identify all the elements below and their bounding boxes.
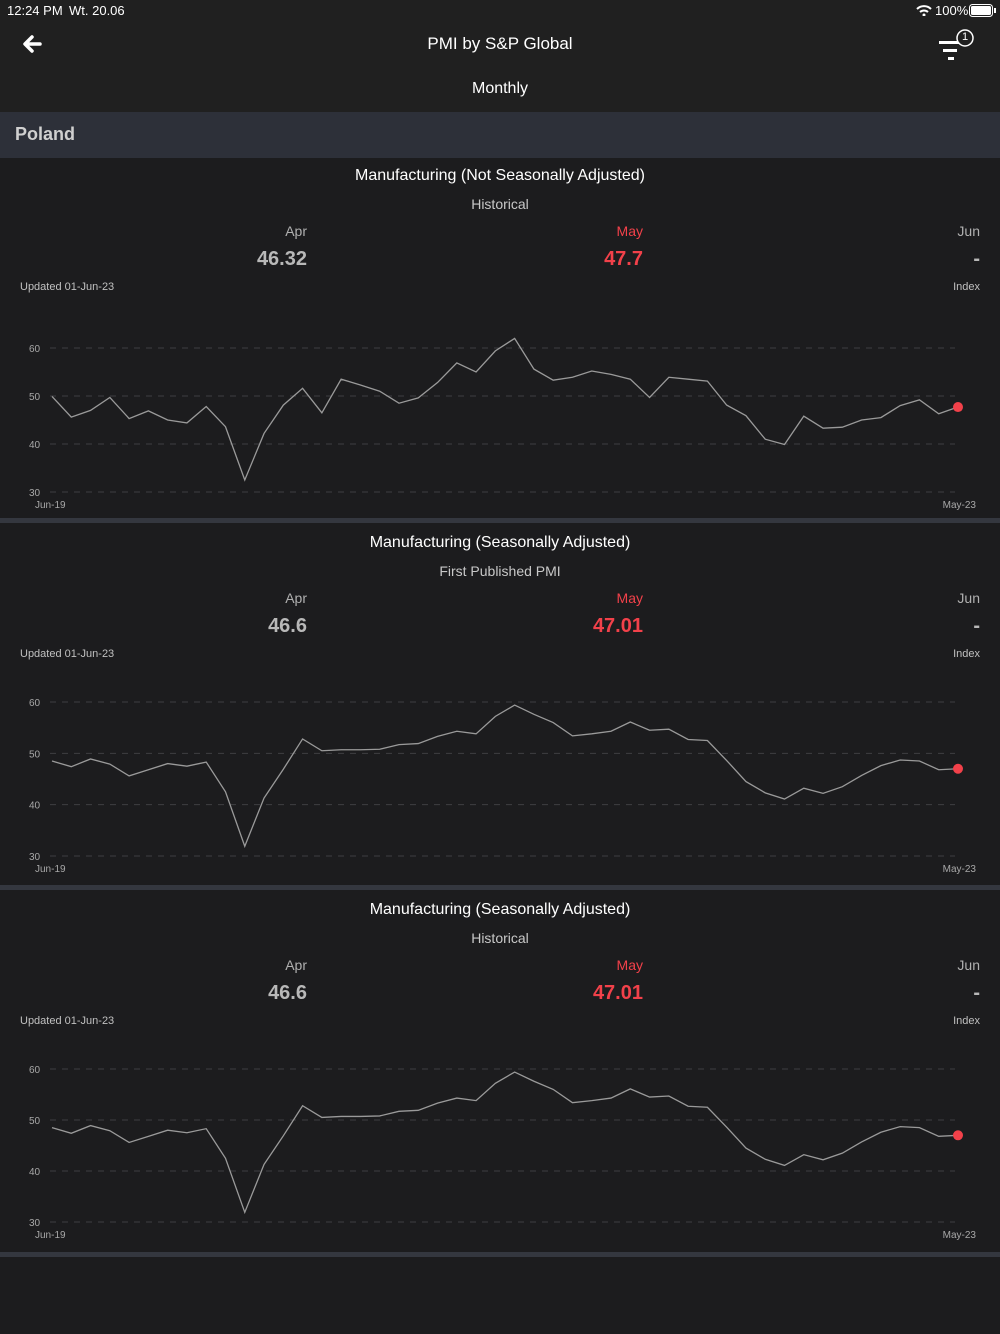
latest-point-marker — [953, 402, 963, 413]
page-title: PMI by S&P Global — [427, 34, 573, 53]
top-bar: 12:24 PM Wt. 20.06 100% PMI by S&P Globa… — [0, 0, 1000, 112]
y-tick-label: 60 — [29, 1065, 41, 1076]
line-chart[interactable]: 30 40 50 60 Jun-19 May-23 — [0, 1064, 1000, 1254]
value-next: - — [973, 982, 980, 1004]
card-subtitle: First Published PMI — [439, 563, 561, 579]
wifi-icon — [916, 5, 932, 16]
unit-label: Index — [953, 281, 980, 293]
updated-date: Updated 01-Jun-23 — [20, 1015, 115, 1027]
value-current: 47.01 — [592, 615, 643, 637]
pmi-card: Manufacturing (Not Seasonally Adjusted) … — [0, 160, 1000, 522]
y-tick-label: 60 — [29, 698, 41, 709]
y-tick-label: 50 — [29, 392, 41, 403]
value-prev: 46.6 — [268, 982, 307, 1004]
card-title: Manufacturing (Seasonally Adjusted) — [369, 534, 631, 551]
month-label-prev: Apr — [285, 957, 307, 973]
filter-button[interactable]: 1 — [936, 28, 978, 64]
unit-label: Index — [953, 648, 980, 660]
filter-count-badge: 1 — [961, 31, 969, 43]
y-tick-label: 40 — [29, 1167, 41, 1178]
region-header: Poland — [0, 112, 1000, 158]
updated-date: Updated 01-Jun-23 — [20, 648, 115, 660]
series-line — [51, 337, 959, 482]
latest-point-marker — [953, 1130, 963, 1141]
x-tick-label-start: Jun-19 — [35, 1230, 66, 1241]
back-arrow-icon[interactable] — [20, 32, 46, 56]
card-subtitle: Historical — [471, 930, 529, 946]
y-tick-label: 50 — [29, 1116, 41, 1127]
month-label-next: Jun — [957, 223, 980, 239]
month-label-next: Jun — [957, 957, 980, 973]
x-tick-label-end: May-23 — [943, 1230, 977, 1241]
x-tick-label-end: May-23 — [943, 500, 977, 511]
value-current: 47.7 — [604, 248, 643, 270]
y-tick-label: 50 — [29, 749, 41, 760]
card-title: Manufacturing (Seasonally Adjusted) — [369, 901, 631, 918]
updated-date: Updated 01-Jun-23 — [20, 281, 115, 293]
month-label-next: Jun — [957, 590, 980, 606]
month-label-current: May — [616, 223, 643, 239]
y-tick-label: 30 — [29, 1218, 41, 1229]
pmi-card: Manufacturing (Seasonally Adjusted) Hist… — [0, 894, 1000, 1256]
y-tick-label: 60 — [29, 344, 41, 355]
battery-icon — [969, 4, 996, 17]
month-label-prev: Apr — [285, 590, 307, 606]
status-date: Wt. 20.06 — [69, 3, 125, 18]
unit-label: Index — [953, 1015, 980, 1027]
y-tick-label: 30 — [29, 488, 41, 499]
pmi-card: Manufacturing (Seasonally Adjusted) Firs… — [0, 527, 1000, 889]
series-line — [51, 704, 959, 849]
card-title: Manufacturing (Not Seasonally Adjusted) — [355, 167, 645, 184]
line-chart[interactable]: 30 40 50 60 Jun-19 May-23 — [0, 330, 1000, 520]
series-line — [51, 1071, 959, 1215]
battery-percent: 100% — [935, 3, 969, 18]
month-label-prev: Apr — [285, 223, 307, 239]
value-prev: 46.6 — [268, 615, 307, 637]
filter-icon — [939, 29, 974, 60]
y-tick-label: 40 — [29, 801, 41, 812]
value-prev: 46.32 — [256, 248, 307, 270]
y-tick-label: 30 — [29, 852, 41, 863]
status-time: 12:24 PM — [7, 3, 63, 18]
region-name: Poland — [15, 124, 76, 144]
month-label-current: May — [616, 957, 643, 973]
card-subtitle: Historical — [471, 196, 529, 212]
line-chart[interactable]: 30 40 50 60 Jun-19 May-23 — [0, 697, 1000, 887]
card-divider — [0, 518, 1000, 523]
frequency-label: Monthly — [471, 80, 529, 97]
x-tick-label-start: Jun-19 — [35, 500, 66, 511]
value-next: - — [973, 615, 980, 637]
value-current: 47.01 — [592, 982, 643, 1004]
month-label-current: May — [616, 590, 643, 606]
value-next: - — [973, 248, 980, 270]
latest-point-marker — [953, 763, 963, 774]
card-divider — [0, 1252, 1000, 1257]
x-tick-label-end: May-23 — [943, 864, 977, 875]
y-tick-label: 40 — [29, 440, 41, 451]
card-divider — [0, 885, 1000, 890]
x-tick-label-start: Jun-19 — [35, 864, 66, 875]
